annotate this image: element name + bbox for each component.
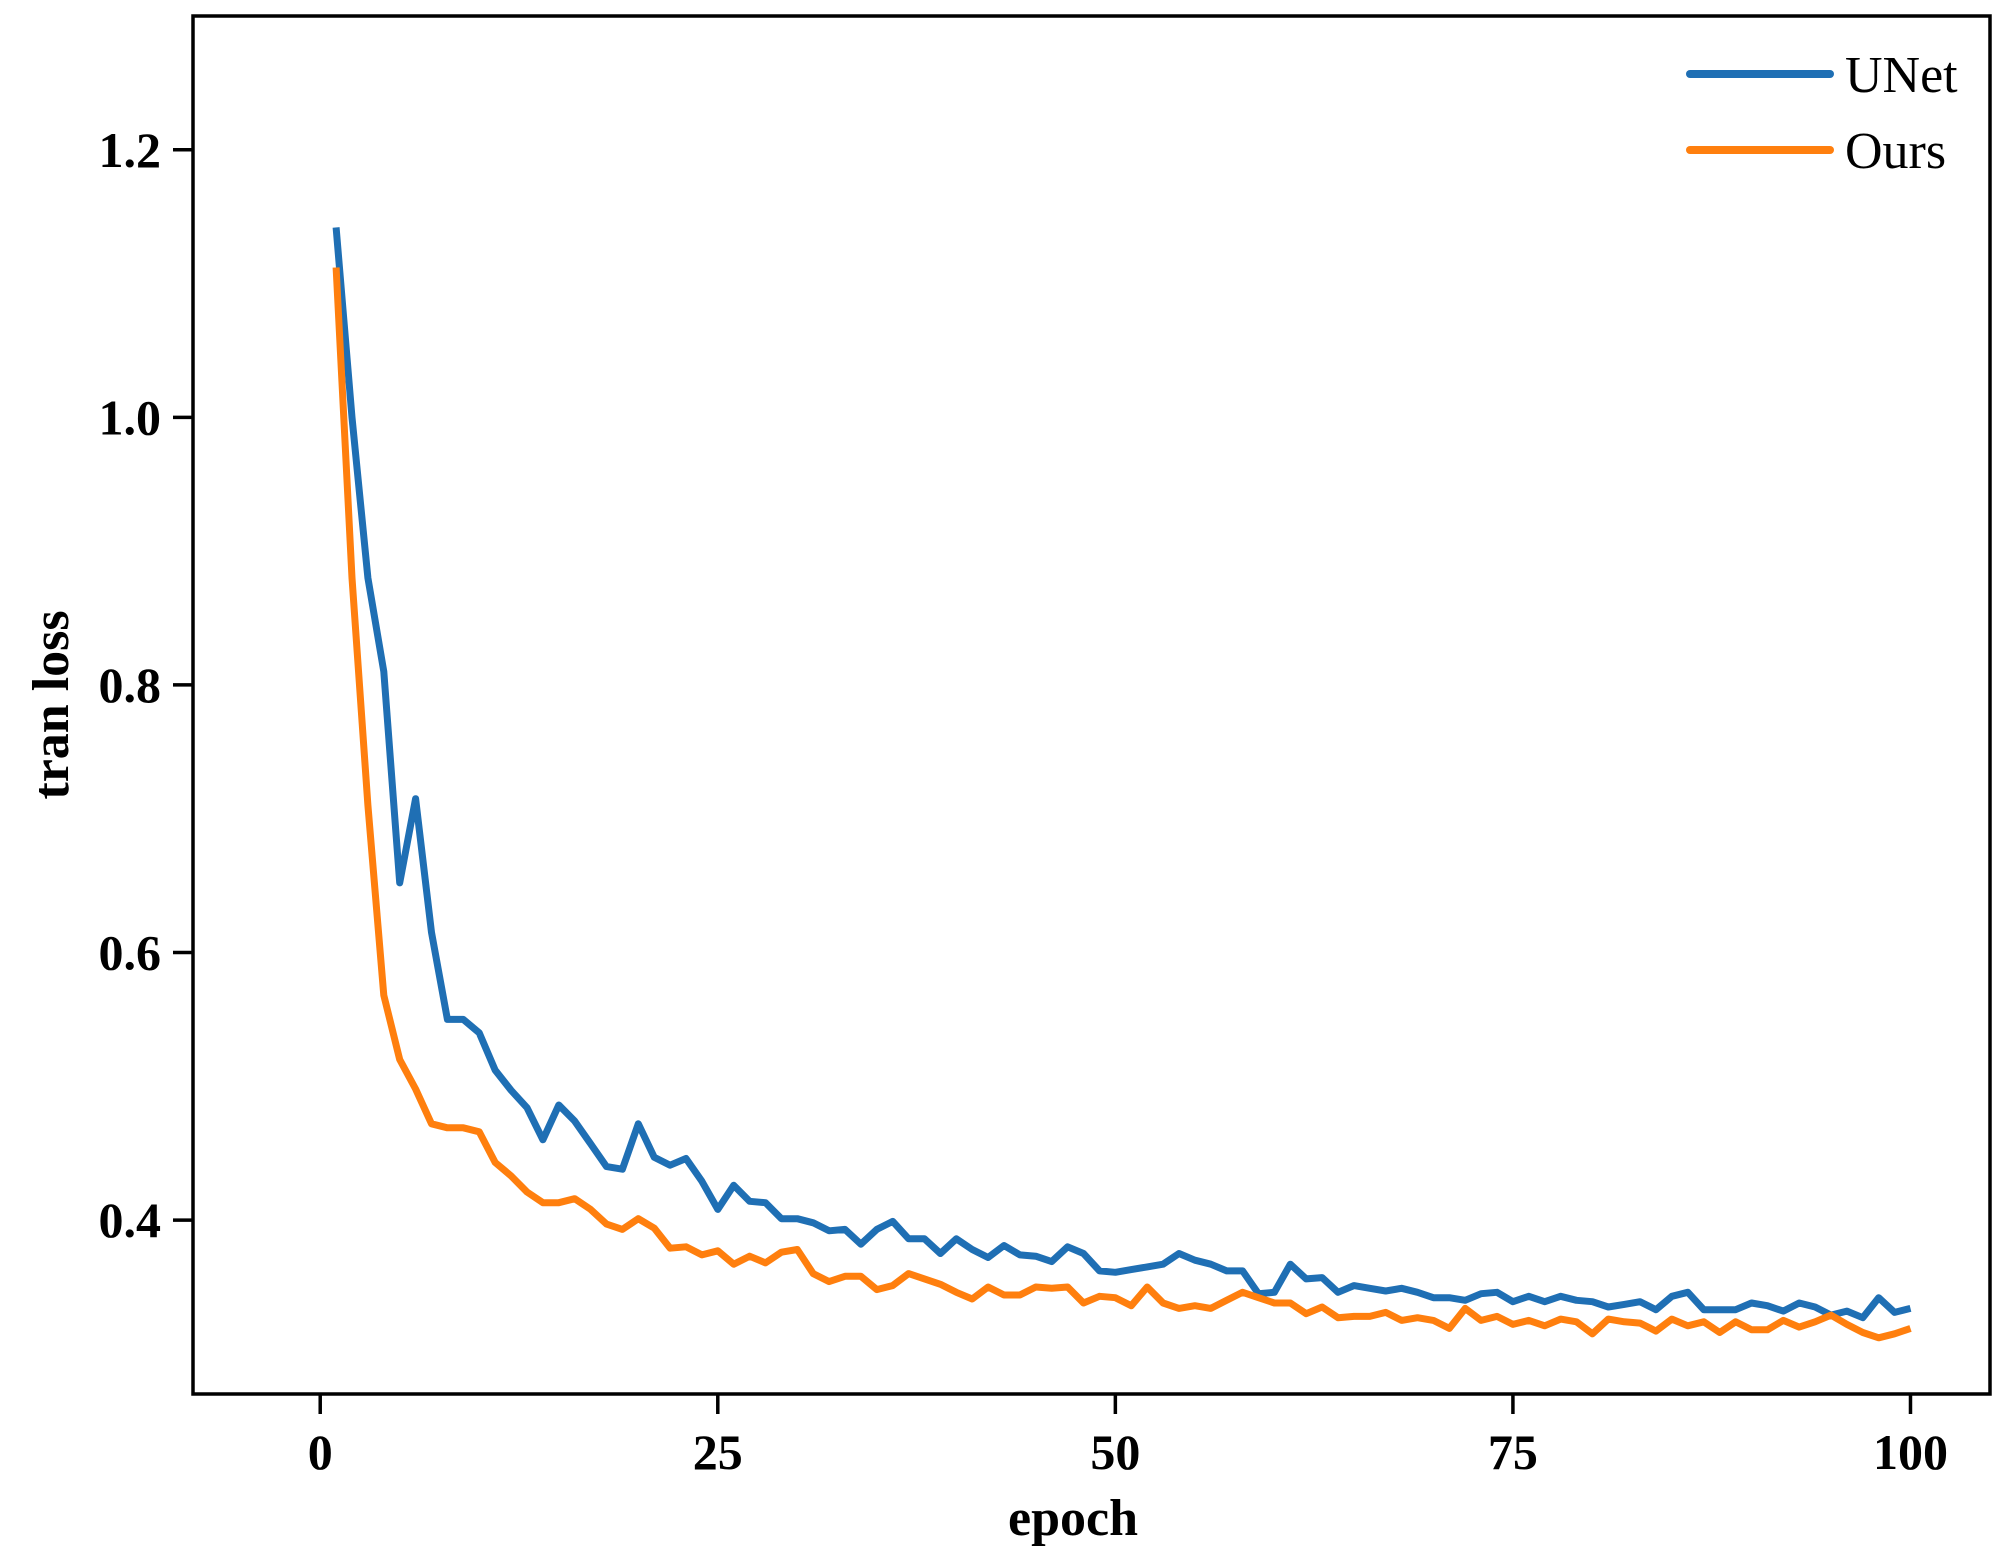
y-tick-label: 0.8: [99, 657, 162, 713]
series-line-ours: [332, 267, 1912, 1342]
series-lines: [332, 227, 1912, 1342]
x-tick-label: 50: [1090, 1424, 1140, 1480]
legend-label-unet: UNet: [1845, 47, 1958, 104]
y-tick-label: 1.0: [99, 389, 162, 445]
legend-label-ours: Ours: [1845, 123, 1946, 180]
x-tick-label: 75: [1488, 1424, 1538, 1480]
x-axis-ticks: 0 25 50 75 100: [308, 1394, 1948, 1480]
y-axis-ticks: 0.4 0.6 0.8 1.0 1.2: [99, 122, 193, 1248]
y-tick-label: 0.4: [99, 1192, 162, 1248]
legend: UNet Ours: [1686, 47, 1958, 180]
x-tick-label: 25: [693, 1424, 743, 1480]
x-tick-label: 100: [1873, 1424, 1948, 1480]
series-line-unet: [332, 227, 1912, 1322]
x-tick-label: 0: [308, 1424, 333, 1480]
y-tick-label: 0.6: [99, 925, 162, 981]
x-axis-title: epoch: [1008, 1490, 1138, 1547]
y-tick-label: 1.2: [99, 122, 162, 178]
y-axis-title: tran loss: [23, 610, 80, 799]
plot-frame: [191, 14, 1992, 1396]
